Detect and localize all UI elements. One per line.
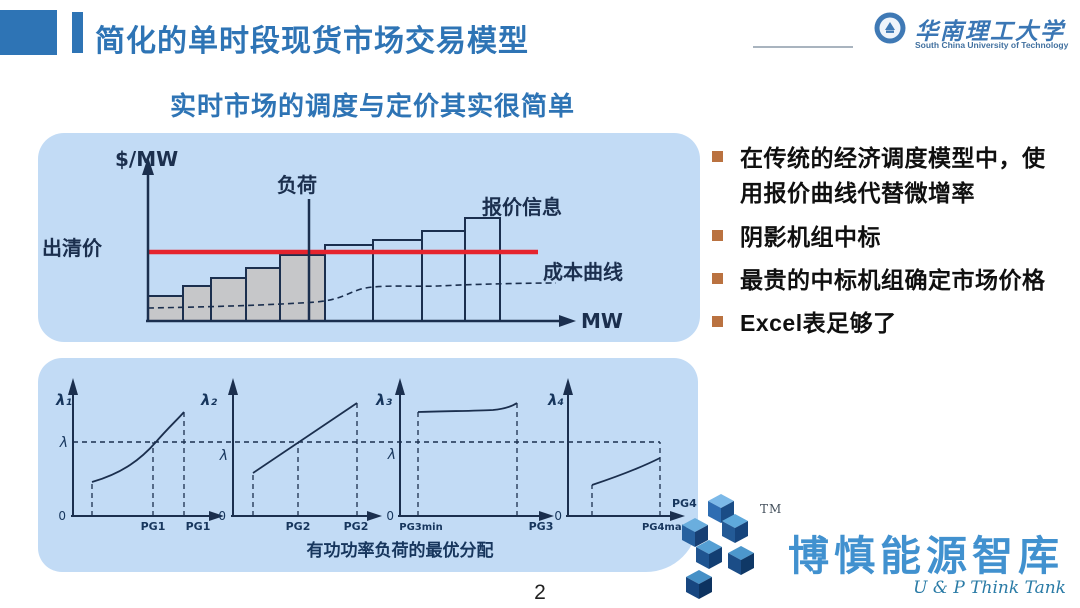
bullet-text: 阴影机组中标 — [740, 220, 881, 255]
bullet-line: 阴影机组中标 — [740, 224, 881, 250]
university-name: 华南理工大学 — [915, 18, 1065, 45]
bullet-line: 最贵的中标机组确定市场价格 — [740, 267, 1046, 293]
lambda-label: λ — [59, 435, 68, 451]
cost-curve — [147, 282, 557, 309]
bid-bar — [324, 244, 374, 322]
ylabel-lambda4: λ₄ — [547, 391, 564, 409]
header-accent-bar — [72, 12, 83, 53]
bullet-list: 在传统的经济调度模型中，使 用报价曲线代替微增率 阴影机组中标 最贵的中标机组确… — [705, 141, 1077, 341]
seal-glyph-base — [886, 30, 894, 33]
ylabel-lambda3: λ₃ — [375, 391, 392, 409]
origin-zero: 0 — [58, 509, 66, 523]
subplot-pg2 — [231, 388, 372, 517]
x-axis-arrow-icon — [559, 315, 576, 327]
header-accent-block — [0, 10, 57, 55]
dispatch-chart: λ₁ λ 0 PG1 PG1 λ₂ λ 0 PG2 PG2 λ₃ λ 0 PG3… — [55, 378, 697, 561]
page-title: 简化的单时段现货市场交易模型 — [95, 25, 529, 58]
xlabel-pg1: PG1 — [141, 520, 166, 533]
subplot-pg3 — [398, 388, 544, 517]
slide-subtitle: 实时市场的调度与定价其实很简单 — [170, 91, 576, 121]
bullet-text: Excel表足够了 — [740, 306, 897, 341]
university-divider — [753, 46, 853, 48]
dispatch-panel: λ₁ λ 0 PG1 PG1 λ₂ λ 0 PG2 PG2 λ₃ λ 0 PG3… — [38, 358, 698, 572]
bullet-item: 在传统的经济调度模型中，使 用报价曲线代替微增率 — [705, 141, 1077, 211]
seal-glyph — [885, 22, 895, 30]
xlabel-pg1-max: PG1 — [186, 520, 211, 533]
cube-cluster — [682, 494, 754, 599]
market-chart-panel: $/MW MW 负荷 出清价 报价信息 成本曲线 — [38, 133, 700, 342]
lambda-label: λ — [219, 448, 228, 464]
bid-bar-shaded — [279, 254, 326, 322]
subplot-pg1 — [71, 388, 214, 517]
xlabel-pg4: PG4 — [672, 497, 697, 510]
bullet-square-icon — [712, 151, 723, 162]
bullet-line: 用报价曲线代替微增率 — [740, 180, 975, 206]
ylabel-lambda1: λ₁ — [55, 391, 72, 409]
xlabel-pg3min: PG3min — [399, 522, 442, 533]
cost-curve-label: 成本曲线 — [543, 260, 623, 284]
origin-zero: 0 — [386, 509, 394, 523]
xlabel-pg2-max: PG2 — [344, 520, 369, 533]
origin-zero: 0 — [218, 509, 226, 523]
load-label: 负荷 — [277, 173, 317, 197]
bullet-square-icon — [712, 316, 723, 327]
bid-info-label: 报价信息 — [482, 195, 562, 219]
bid-bar-shaded — [210, 277, 247, 322]
x-axis-label: MW — [581, 309, 623, 333]
bid-bar-shaded — [182, 285, 212, 322]
bid-bar-shaded — [245, 267, 281, 322]
lambda-label: λ — [387, 447, 396, 463]
university-name-en: South China University of Technology — [915, 40, 1069, 50]
ylabel-lambda2: λ₂ — [200, 391, 217, 409]
page-number: 2 — [534, 581, 546, 604]
clearing-price-label: 出清价 — [42, 236, 103, 260]
bullet-line: 在传统的经济调度模型中，使 — [740, 145, 1046, 171]
bullet-square-icon — [712, 273, 723, 284]
y-axis-arrow-icon — [142, 157, 154, 175]
dispatch-axis-arrows — [68, 378, 685, 521]
xlabel-pg3: PG3 — [529, 520, 554, 533]
brand-name: 博慎能源智库 — [788, 533, 1064, 579]
brand-tagline: U & P Think Tank — [913, 578, 1066, 598]
bullet-text: 在传统的经济调度模型中，使 用报价曲线代替微增率 — [740, 141, 1046, 211]
xlabel-pg4max: PG4max — [642, 522, 689, 533]
bid-bar — [421, 230, 466, 322]
market-chart: $/MW MW 负荷 出清价 报价信息 成本曲线 — [42, 147, 623, 333]
xlabel-pg2: PG2 — [286, 520, 311, 533]
dispatch-caption: 有功功率负荷的最优分配 — [307, 540, 494, 561]
brand-tm: TM — [760, 502, 783, 516]
bid-bar — [464, 217, 501, 322]
university-seal-icon — [874, 12, 906, 44]
bullet-item: Excel表足够了 — [705, 306, 1077, 341]
bullet-line: Excel表足够了 — [740, 310, 897, 336]
brand-cubes-icon — [682, 494, 754, 599]
bid-bars — [147, 217, 501, 322]
y-axis-label: $/MW — [115, 147, 178, 171]
bullet-item: 最贵的中标机组确定市场价格 — [705, 263, 1077, 298]
bullet-item: 阴影机组中标 — [705, 220, 1077, 255]
bullet-text: 最贵的中标机组确定市场价格 — [740, 263, 1046, 298]
dispatch-lines — [71, 388, 675, 517]
bullet-square-icon — [712, 230, 723, 241]
dispatch-labels: λ₁ λ 0 PG1 PG1 λ₂ λ 0 PG2 PG2 λ₃ λ 0 PG3… — [55, 391, 697, 561]
origin-zero: 0 — [554, 509, 562, 523]
subplot-pg4 — [566, 388, 675, 517]
